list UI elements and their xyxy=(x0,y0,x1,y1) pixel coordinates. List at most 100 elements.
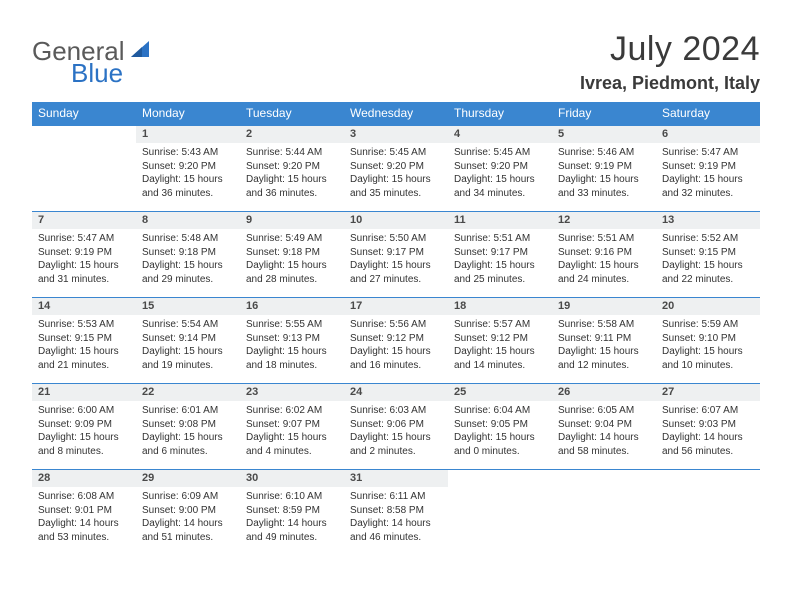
calendar-cell: 18Sunrise: 5:57 AMSunset: 9:12 PMDayligh… xyxy=(448,298,552,384)
calendar-cell: 24Sunrise: 6:03 AMSunset: 9:06 PMDayligh… xyxy=(344,384,448,470)
day-details: Sunrise: 6:11 AMSunset: 8:58 PMDaylight:… xyxy=(344,487,448,548)
calendar-cell: 15Sunrise: 5:54 AMSunset: 9:14 PMDayligh… xyxy=(136,298,240,384)
day-number: 28 xyxy=(32,470,136,487)
day-number: 13 xyxy=(656,212,760,229)
day-header: Wednesday xyxy=(344,102,448,126)
calendar-cell: 8Sunrise: 5:48 AMSunset: 9:18 PMDaylight… xyxy=(136,212,240,298)
calendar-cell: 6Sunrise: 5:47 AMSunset: 9:19 PMDaylight… xyxy=(656,126,760,212)
calendar-cell: 1Sunrise: 5:43 AMSunset: 9:20 PMDaylight… xyxy=(136,126,240,212)
calendar-cell: 7Sunrise: 5:47 AMSunset: 9:19 PMDaylight… xyxy=(32,212,136,298)
day-details: Sunrise: 6:08 AMSunset: 9:01 PMDaylight:… xyxy=(32,487,136,548)
month-title: July 2024 xyxy=(580,30,760,69)
calendar-cell xyxy=(552,470,656,556)
day-details: Sunrise: 5:47 AMSunset: 9:19 PMDaylight:… xyxy=(32,229,136,290)
logo-word-2: Blue xyxy=(71,58,123,89)
day-details: Sunrise: 5:53 AMSunset: 9:15 PMDaylight:… xyxy=(32,315,136,376)
day-number: 31 xyxy=(344,470,448,487)
calendar-row: 14Sunrise: 5:53 AMSunset: 9:15 PMDayligh… xyxy=(32,298,760,384)
day-details: Sunrise: 6:09 AMSunset: 9:00 PMDaylight:… xyxy=(136,487,240,548)
calendar-cell: 21Sunrise: 6:00 AMSunset: 9:09 PMDayligh… xyxy=(32,384,136,470)
calendar-cell: 29Sunrise: 6:09 AMSunset: 9:00 PMDayligh… xyxy=(136,470,240,556)
calendar-cell: 14Sunrise: 5:53 AMSunset: 9:15 PMDayligh… xyxy=(32,298,136,384)
day-number: 15 xyxy=(136,298,240,315)
day-details: Sunrise: 5:58 AMSunset: 9:11 PMDaylight:… xyxy=(552,315,656,376)
day-details: Sunrise: 5:57 AMSunset: 9:12 PMDaylight:… xyxy=(448,315,552,376)
day-details: Sunrise: 5:54 AMSunset: 9:14 PMDaylight:… xyxy=(136,315,240,376)
day-details: Sunrise: 5:48 AMSunset: 9:18 PMDaylight:… xyxy=(136,229,240,290)
day-details: Sunrise: 6:04 AMSunset: 9:05 PMDaylight:… xyxy=(448,401,552,462)
day-details: Sunrise: 5:47 AMSunset: 9:19 PMDaylight:… xyxy=(656,143,760,204)
day-number: 20 xyxy=(656,298,760,315)
calendar-cell: 25Sunrise: 6:04 AMSunset: 9:05 PMDayligh… xyxy=(448,384,552,470)
day-details: Sunrise: 6:01 AMSunset: 9:08 PMDaylight:… xyxy=(136,401,240,462)
day-header: Sunday xyxy=(32,102,136,126)
calendar-cell: 11Sunrise: 5:51 AMSunset: 9:17 PMDayligh… xyxy=(448,212,552,298)
day-details: Sunrise: 5:51 AMSunset: 9:16 PMDaylight:… xyxy=(552,229,656,290)
day-details: Sunrise: 6:05 AMSunset: 9:04 PMDaylight:… xyxy=(552,401,656,462)
day-details: Sunrise: 5:56 AMSunset: 9:12 PMDaylight:… xyxy=(344,315,448,376)
day-details: Sunrise: 6:07 AMSunset: 9:03 PMDaylight:… xyxy=(656,401,760,462)
calendar-cell: 30Sunrise: 6:10 AMSunset: 8:59 PMDayligh… xyxy=(240,470,344,556)
day-details: Sunrise: 6:00 AMSunset: 9:09 PMDaylight:… xyxy=(32,401,136,462)
day-number: 12 xyxy=(552,212,656,229)
day-details: Sunrise: 5:44 AMSunset: 9:20 PMDaylight:… xyxy=(240,143,344,204)
day-number: 25 xyxy=(448,384,552,401)
calendar-cell: 27Sunrise: 6:07 AMSunset: 9:03 PMDayligh… xyxy=(656,384,760,470)
day-number: 3 xyxy=(344,126,448,143)
calendar-cell xyxy=(656,470,760,556)
calendar-cell: 10Sunrise: 5:50 AMSunset: 9:17 PMDayligh… xyxy=(344,212,448,298)
calendar-cell xyxy=(32,126,136,212)
calendar-cell: 17Sunrise: 5:56 AMSunset: 9:12 PMDayligh… xyxy=(344,298,448,384)
day-number: 9 xyxy=(240,212,344,229)
day-number: 10 xyxy=(344,212,448,229)
calendar-cell: 9Sunrise: 5:49 AMSunset: 9:18 PMDaylight… xyxy=(240,212,344,298)
day-details: Sunrise: 5:45 AMSunset: 9:20 PMDaylight:… xyxy=(448,143,552,204)
calendar-body: 1Sunrise: 5:43 AMSunset: 9:20 PMDaylight… xyxy=(32,126,760,556)
day-details: Sunrise: 5:51 AMSunset: 9:17 PMDaylight:… xyxy=(448,229,552,290)
day-details: Sunrise: 5:55 AMSunset: 9:13 PMDaylight:… xyxy=(240,315,344,376)
calendar-head: SundayMondayTuesdayWednesdayThursdayFrid… xyxy=(32,102,760,126)
title-block: July 2024 Ivrea, Piedmont, Italy xyxy=(580,30,760,94)
header: General July 2024 Ivrea, Piedmont, Italy xyxy=(32,30,760,94)
sail-icon xyxy=(129,39,151,64)
day-details: Sunrise: 5:43 AMSunset: 9:20 PMDaylight:… xyxy=(136,143,240,204)
day-header: Tuesday xyxy=(240,102,344,126)
day-header: Saturday xyxy=(656,102,760,126)
day-number: 23 xyxy=(240,384,344,401)
day-details: Sunrise: 6:10 AMSunset: 8:59 PMDaylight:… xyxy=(240,487,344,548)
day-number: 7 xyxy=(32,212,136,229)
calendar-cell: 13Sunrise: 5:52 AMSunset: 9:15 PMDayligh… xyxy=(656,212,760,298)
calendar-cell xyxy=(448,470,552,556)
day-number: 1 xyxy=(136,126,240,143)
day-details: Sunrise: 5:52 AMSunset: 9:15 PMDaylight:… xyxy=(656,229,760,290)
day-number: 2 xyxy=(240,126,344,143)
day-details: Sunrise: 5:46 AMSunset: 9:19 PMDaylight:… xyxy=(552,143,656,204)
day-number: 30 xyxy=(240,470,344,487)
day-number: 16 xyxy=(240,298,344,315)
day-number: 6 xyxy=(656,126,760,143)
day-number: 22 xyxy=(136,384,240,401)
calendar-cell: 3Sunrise: 5:45 AMSunset: 9:20 PMDaylight… xyxy=(344,126,448,212)
calendar-row: 28Sunrise: 6:08 AMSunset: 9:01 PMDayligh… xyxy=(32,470,760,556)
calendar-table: SundayMondayTuesdayWednesdayThursdayFrid… xyxy=(32,102,760,556)
day-number: 11 xyxy=(448,212,552,229)
calendar-cell: 5Sunrise: 5:46 AMSunset: 9:19 PMDaylight… xyxy=(552,126,656,212)
day-number: 29 xyxy=(136,470,240,487)
calendar-cell: 19Sunrise: 5:58 AMSunset: 9:11 PMDayligh… xyxy=(552,298,656,384)
day-details: Sunrise: 6:03 AMSunset: 9:06 PMDaylight:… xyxy=(344,401,448,462)
calendar-row: 7Sunrise: 5:47 AMSunset: 9:19 PMDaylight… xyxy=(32,212,760,298)
day-number: 18 xyxy=(448,298,552,315)
day-number: 21 xyxy=(32,384,136,401)
day-number: 5 xyxy=(552,126,656,143)
day-header: Friday xyxy=(552,102,656,126)
calendar-cell: 2Sunrise: 5:44 AMSunset: 9:20 PMDaylight… xyxy=(240,126,344,212)
day-number: 24 xyxy=(344,384,448,401)
day-number: 14 xyxy=(32,298,136,315)
day-number: 19 xyxy=(552,298,656,315)
day-number: 27 xyxy=(656,384,760,401)
day-details: Sunrise: 5:45 AMSunset: 9:20 PMDaylight:… xyxy=(344,143,448,204)
day-details: Sunrise: 5:59 AMSunset: 9:10 PMDaylight:… xyxy=(656,315,760,376)
day-details: Sunrise: 6:02 AMSunset: 9:07 PMDaylight:… xyxy=(240,401,344,462)
calendar-cell: 16Sunrise: 5:55 AMSunset: 9:13 PMDayligh… xyxy=(240,298,344,384)
calendar-cell: 28Sunrise: 6:08 AMSunset: 9:01 PMDayligh… xyxy=(32,470,136,556)
